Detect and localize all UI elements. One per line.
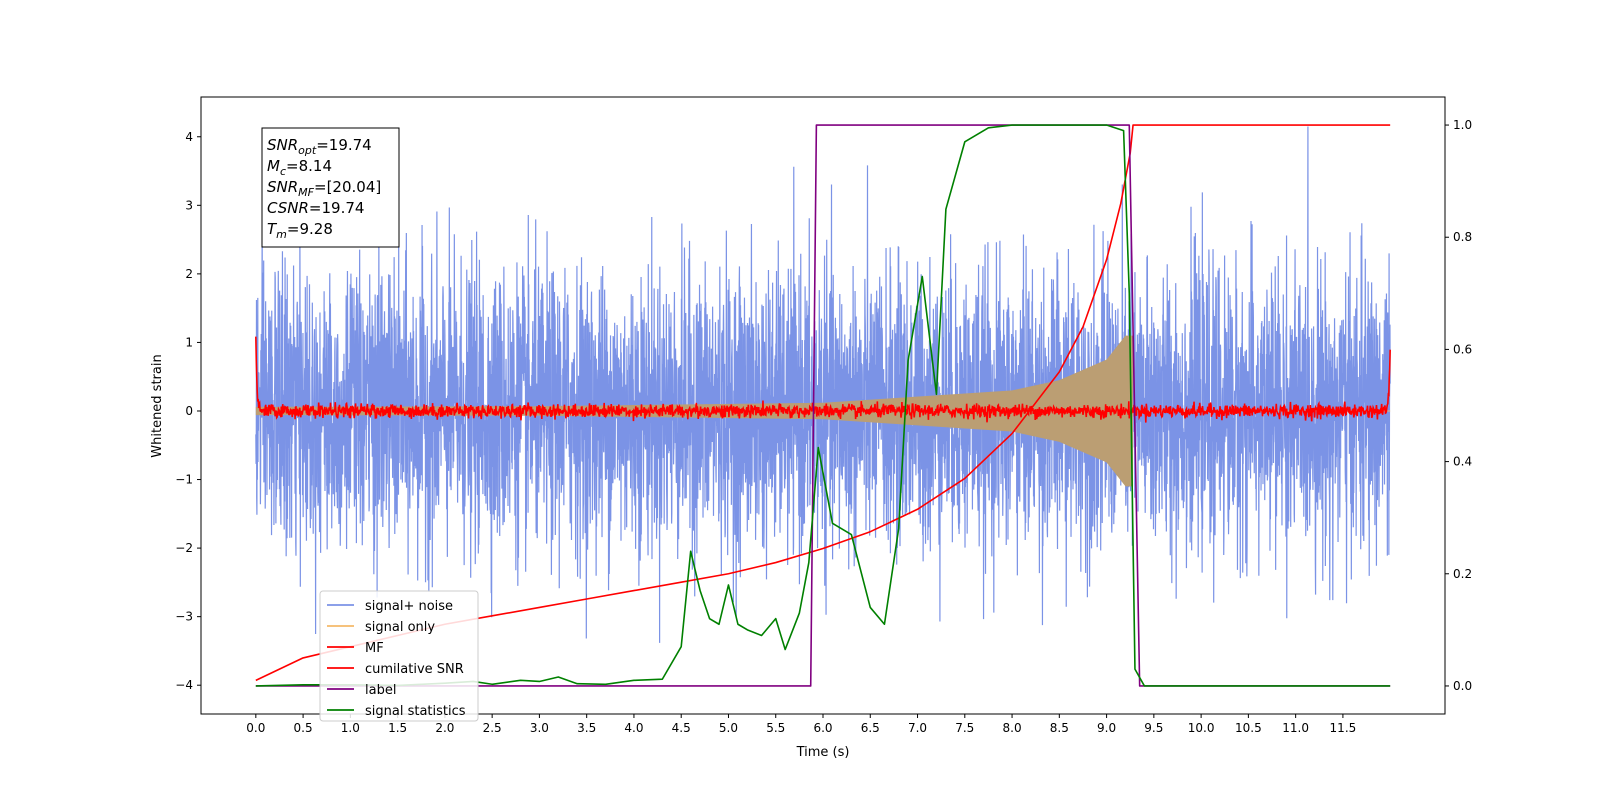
- x-tick-label: 4.5: [672, 721, 691, 735]
- x-tick-label: 0.5: [294, 721, 313, 735]
- x-tick-label: 3.0: [530, 721, 549, 735]
- legend-frame: [319, 590, 479, 722]
- annotation-line: SNRMF=[20.04]: [267, 178, 381, 199]
- x-tick-label: 7.5: [955, 721, 974, 735]
- x-tick-label: 2.0: [435, 721, 454, 735]
- x-axis: 0.0 0.5 1.0 1.5 2.0 2.5 3.0 3.5 4.0 4.5 5.0 5.5 6.0 6…: [246, 714, 1356, 735]
- annotation-line: CSNR=19.74: [267, 199, 364, 217]
- y-tick-label: −2: [175, 541, 193, 555]
- x-tick-label: 8.5: [1050, 721, 1069, 735]
- x-tick-label: 5.0: [719, 721, 738, 735]
- x-tick-label: 8.0: [1003, 721, 1022, 735]
- series-line: [255, 126, 1391, 643]
- y-axis-right: 1.0 0.8 0.6 0.4 0.2 0.0: [1445, 118, 1472, 693]
- x-tick-label: 10.0: [1188, 721, 1215, 735]
- y-tick-label: 3: [185, 198, 193, 212]
- annotation-line: SNRopt=19.74: [267, 136, 372, 157]
- legend-label: MF: [365, 641, 384, 656]
- x-tick-label: 6.5: [861, 721, 880, 735]
- x-tick-label: 9.5: [1144, 721, 1163, 735]
- series-signal-statistics: [255, 124, 1391, 687]
- x-tick-label: 5.5: [766, 721, 785, 735]
- series-signal-noise: [255, 126, 1391, 643]
- y2-tick-label: 0.4: [1453, 455, 1472, 469]
- y-tick-label: 2: [185, 267, 193, 281]
- y2-tick-label: 0.2: [1453, 567, 1472, 581]
- series-line: [255, 336, 1391, 423]
- x-tick-label: 11.0: [1282, 721, 1309, 735]
- y-tick-label: 0: [185, 404, 193, 418]
- legend: signal+ noise signal only MF cumilative SNR…: [319, 590, 479, 722]
- y2-tick-label: 1.0: [1453, 118, 1472, 132]
- y-axis-label: Whitened strain: [150, 354, 165, 457]
- y-tick-label: 4: [185, 130, 193, 144]
- x-tick-label: 10.5: [1235, 721, 1262, 735]
- y-axis-left: 4 3 2 1 0 −1 −2 −3 −4: [175, 130, 201, 692]
- legend-label: signal+ noise: [365, 599, 453, 614]
- x-tick-label: 4.0: [624, 721, 643, 735]
- series-mf: [255, 336, 1391, 423]
- legend-label: label: [365, 683, 396, 698]
- annotation-line: Mc=8.14: [267, 157, 332, 178]
- annotation-line: Tm=9.28: [267, 220, 333, 241]
- x-axis-label: Time (s): [796, 745, 850, 760]
- x-tick-label: 9.0: [1097, 721, 1116, 735]
- y-tick-label: −3: [175, 610, 193, 624]
- y2-tick-label: 0.0: [1453, 679, 1472, 693]
- y-tick-label: 1: [185, 335, 193, 349]
- x-tick-label: 3.5: [577, 721, 596, 735]
- annotation-frame: [261, 127, 400, 248]
- y2-tick-label: 0.6: [1453, 342, 1472, 356]
- x-tick-label: 1.5: [388, 721, 407, 735]
- x-tick-label: 6.0: [813, 721, 832, 735]
- legend-label: signal statistics: [365, 704, 466, 719]
- y-tick-label: −4: [175, 678, 193, 692]
- legend-label: cumilative SNR: [365, 662, 464, 677]
- legend-label: signal only: [365, 620, 435, 635]
- y-tick-label: −1: [175, 473, 193, 487]
- series-line: [255, 124, 1391, 687]
- x-tick-label: 7.0: [908, 721, 927, 735]
- x-tick-label: 11.5: [1330, 721, 1357, 735]
- x-tick-label: 2.5: [483, 721, 502, 735]
- x-tick-label: 1.0: [341, 721, 360, 735]
- stats-annotation-box: SNRopt=19.74Mc=8.14SNRMF=[20.04]CSNR=19.…: [261, 127, 400, 248]
- x-tick-label: 0.0: [246, 721, 265, 735]
- y2-tick-label: 0.8: [1453, 230, 1472, 244]
